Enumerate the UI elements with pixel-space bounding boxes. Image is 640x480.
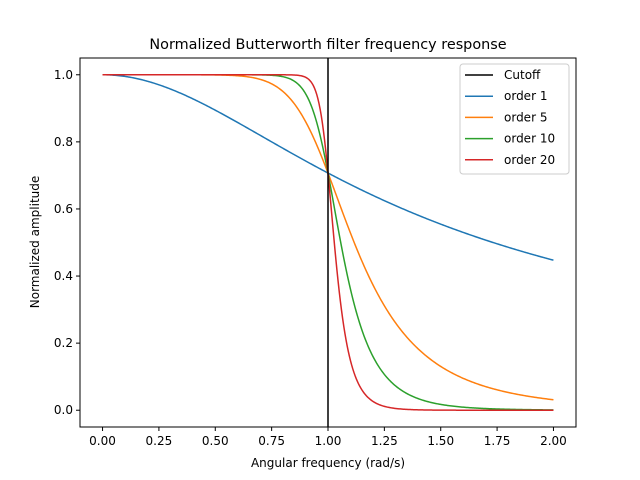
x-tick-label: 0.50 — [202, 434, 229, 448]
x-tick-label: 0.25 — [146, 434, 173, 448]
y-tick-label: 0.6 — [54, 202, 73, 216]
x-tick-label: 0.00 — [89, 434, 116, 448]
x-axis-label: Angular frequency (rad/s) — [251, 456, 405, 470]
y-axis-ticks: 0.0 0.2 0.4 0.6 0.8 1.0 — [54, 68, 80, 417]
x-tick-label: 1.75 — [484, 434, 511, 448]
legend-label: order 20 — [504, 153, 555, 167]
x-tick-label: 0.75 — [258, 434, 285, 448]
plot-area — [102, 58, 554, 427]
legend-box — [459, 63, 570, 175]
chart-title: Normalized Butterworth filter frequency … — [149, 37, 506, 53]
y-tick-label: 0.8 — [54, 135, 73, 149]
legend-label: Cutoff — [504, 68, 541, 82]
legend-label: order 5 — [504, 110, 547, 124]
x-tick-label: 1.50 — [427, 434, 454, 448]
y-axis-label: Normalized amplitude — [28, 176, 42, 309]
legend-label: order 10 — [504, 132, 555, 146]
y-tick-label: 0.2 — [54, 336, 73, 350]
x-tick-label: 1.00 — [315, 434, 342, 448]
y-tick-label: 0.0 — [54, 403, 73, 417]
legend: Cutoff order 1 order 5 order 10 order 20 — [459, 63, 570, 175]
legend-label: order 1 — [504, 89, 547, 103]
x-tick-label: 2.00 — [540, 434, 567, 448]
y-tick-label: 1.0 — [54, 68, 73, 82]
x-tick-label: 1.25 — [371, 434, 398, 448]
x-axis-ticks: 0.00 0.25 0.50 0.75 1.00 1.25 1.50 1.75 2.00 — [89, 427, 567, 448]
y-tick-label: 0.4 — [54, 269, 73, 283]
